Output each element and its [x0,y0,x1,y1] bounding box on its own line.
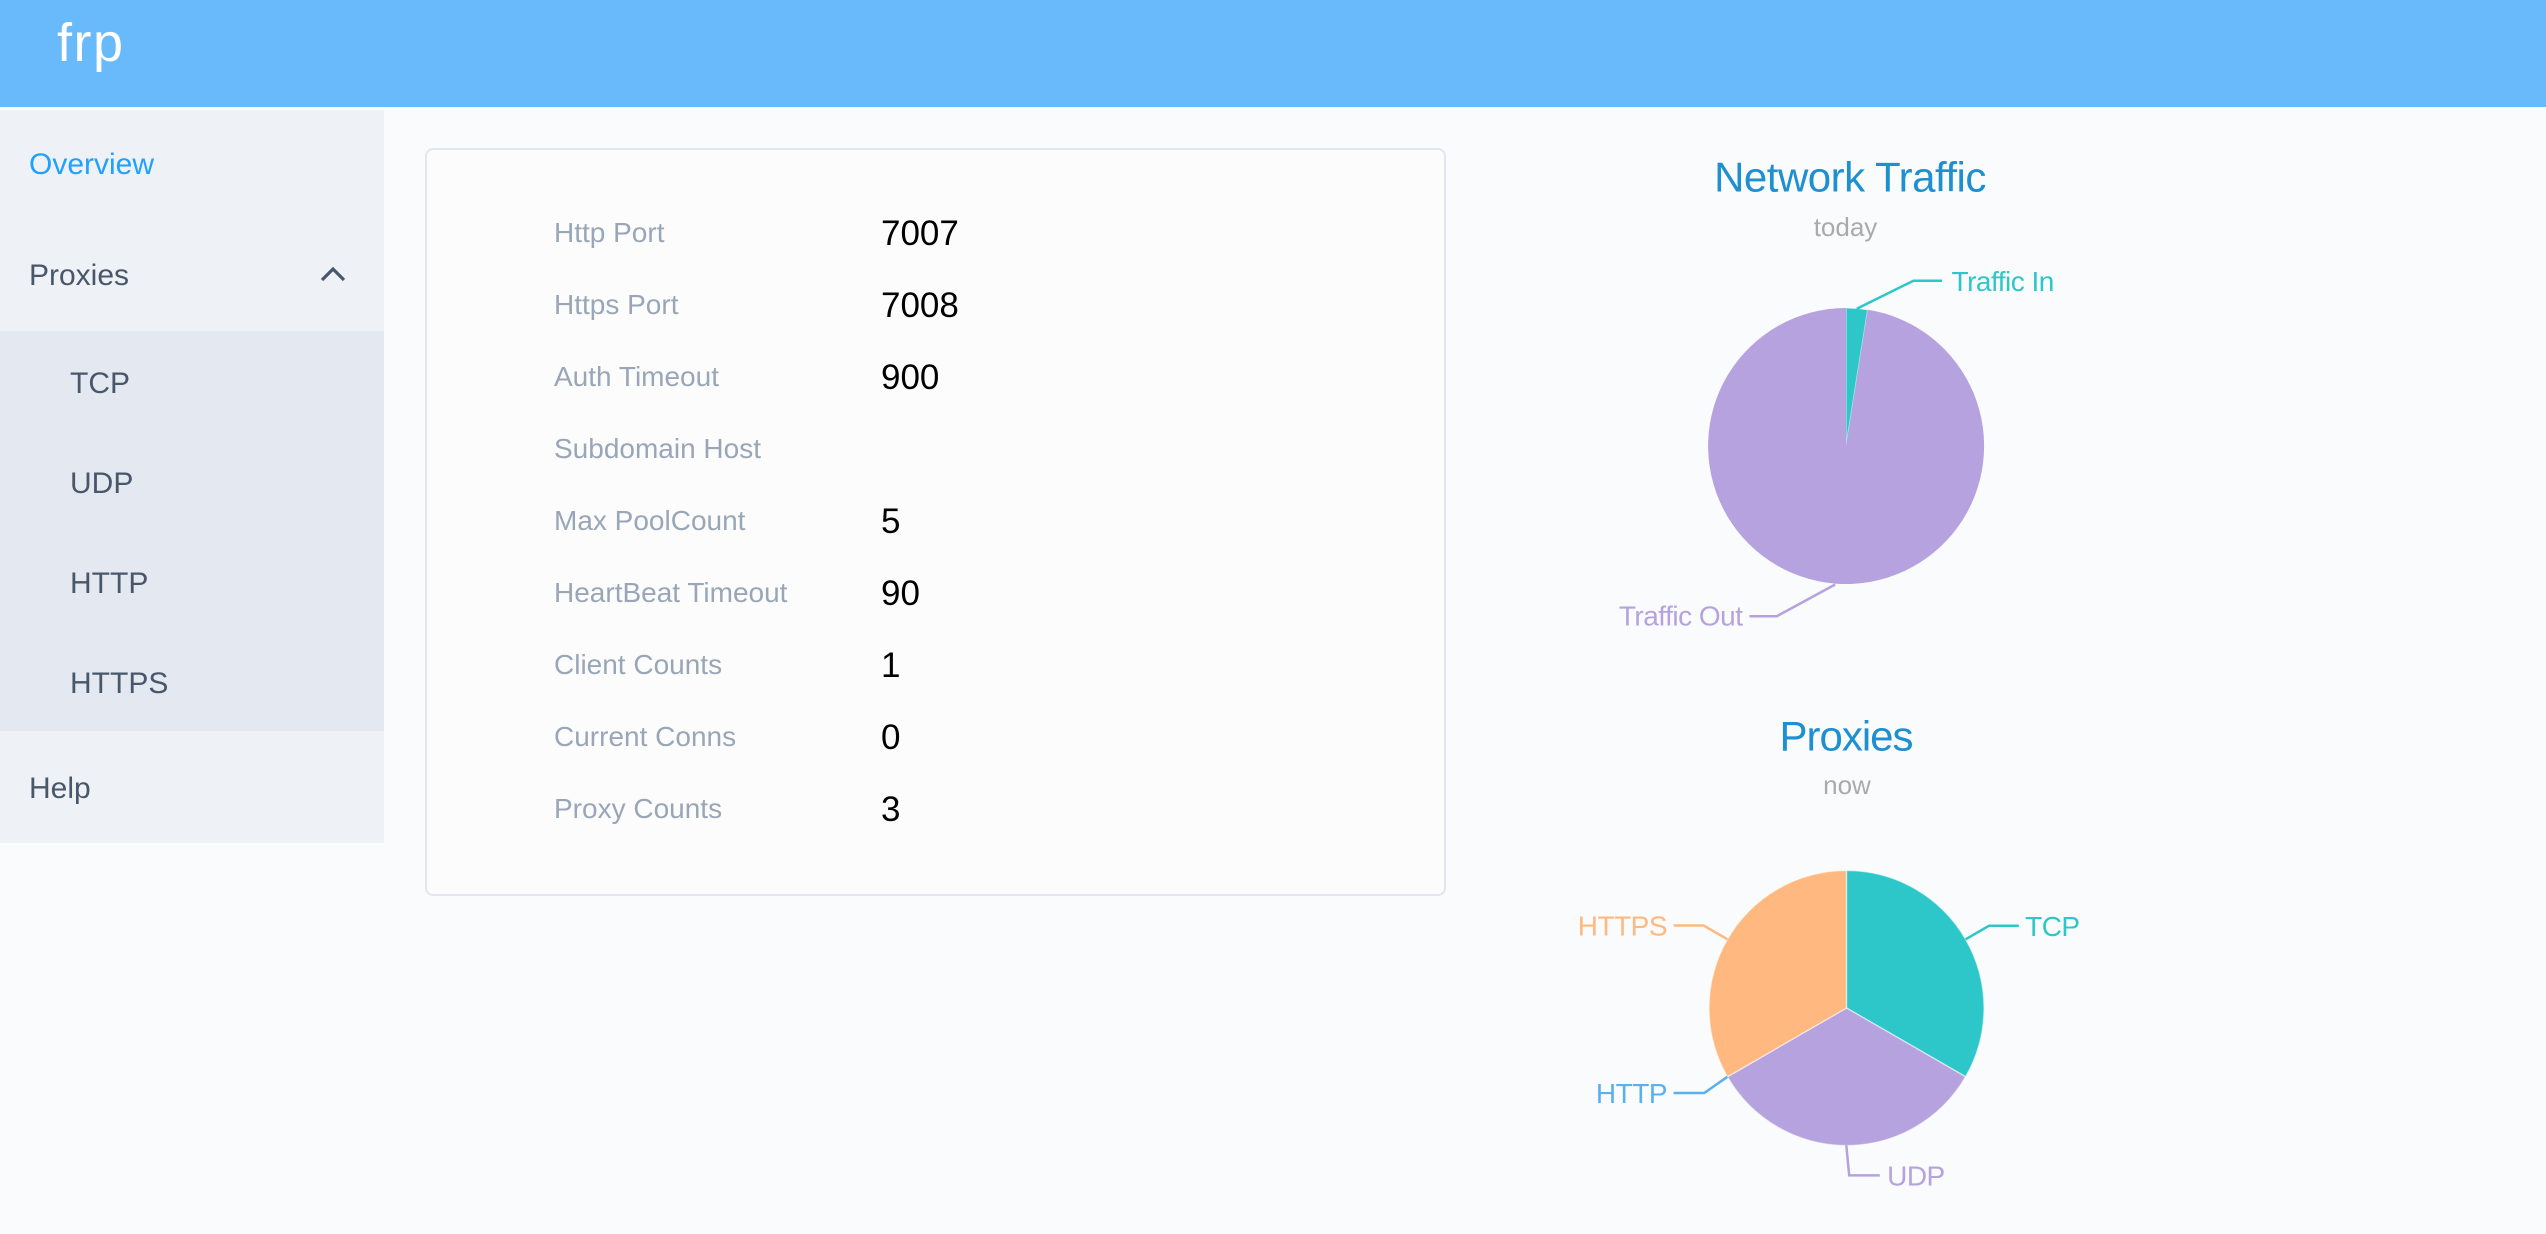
svg-text:TCP: TCP [2025,911,2080,942]
svg-text:today: today [1814,212,1878,242]
svg-text:Traffic In: Traffic In [1952,266,2054,297]
svg-text:Traffic Out: Traffic Out [1619,601,1743,632]
svg-text:UDP: UDP [1887,1161,1945,1192]
svg-text:Network Traffic: Network Traffic [1714,154,1986,201]
svg-text:now: now [1823,770,1871,800]
svg-text:HTTPS: HTTPS [1578,911,1667,942]
svg-text:HTTP: HTTP [1596,1078,1667,1109]
svg-text:Proxies: Proxies [1779,713,1912,760]
